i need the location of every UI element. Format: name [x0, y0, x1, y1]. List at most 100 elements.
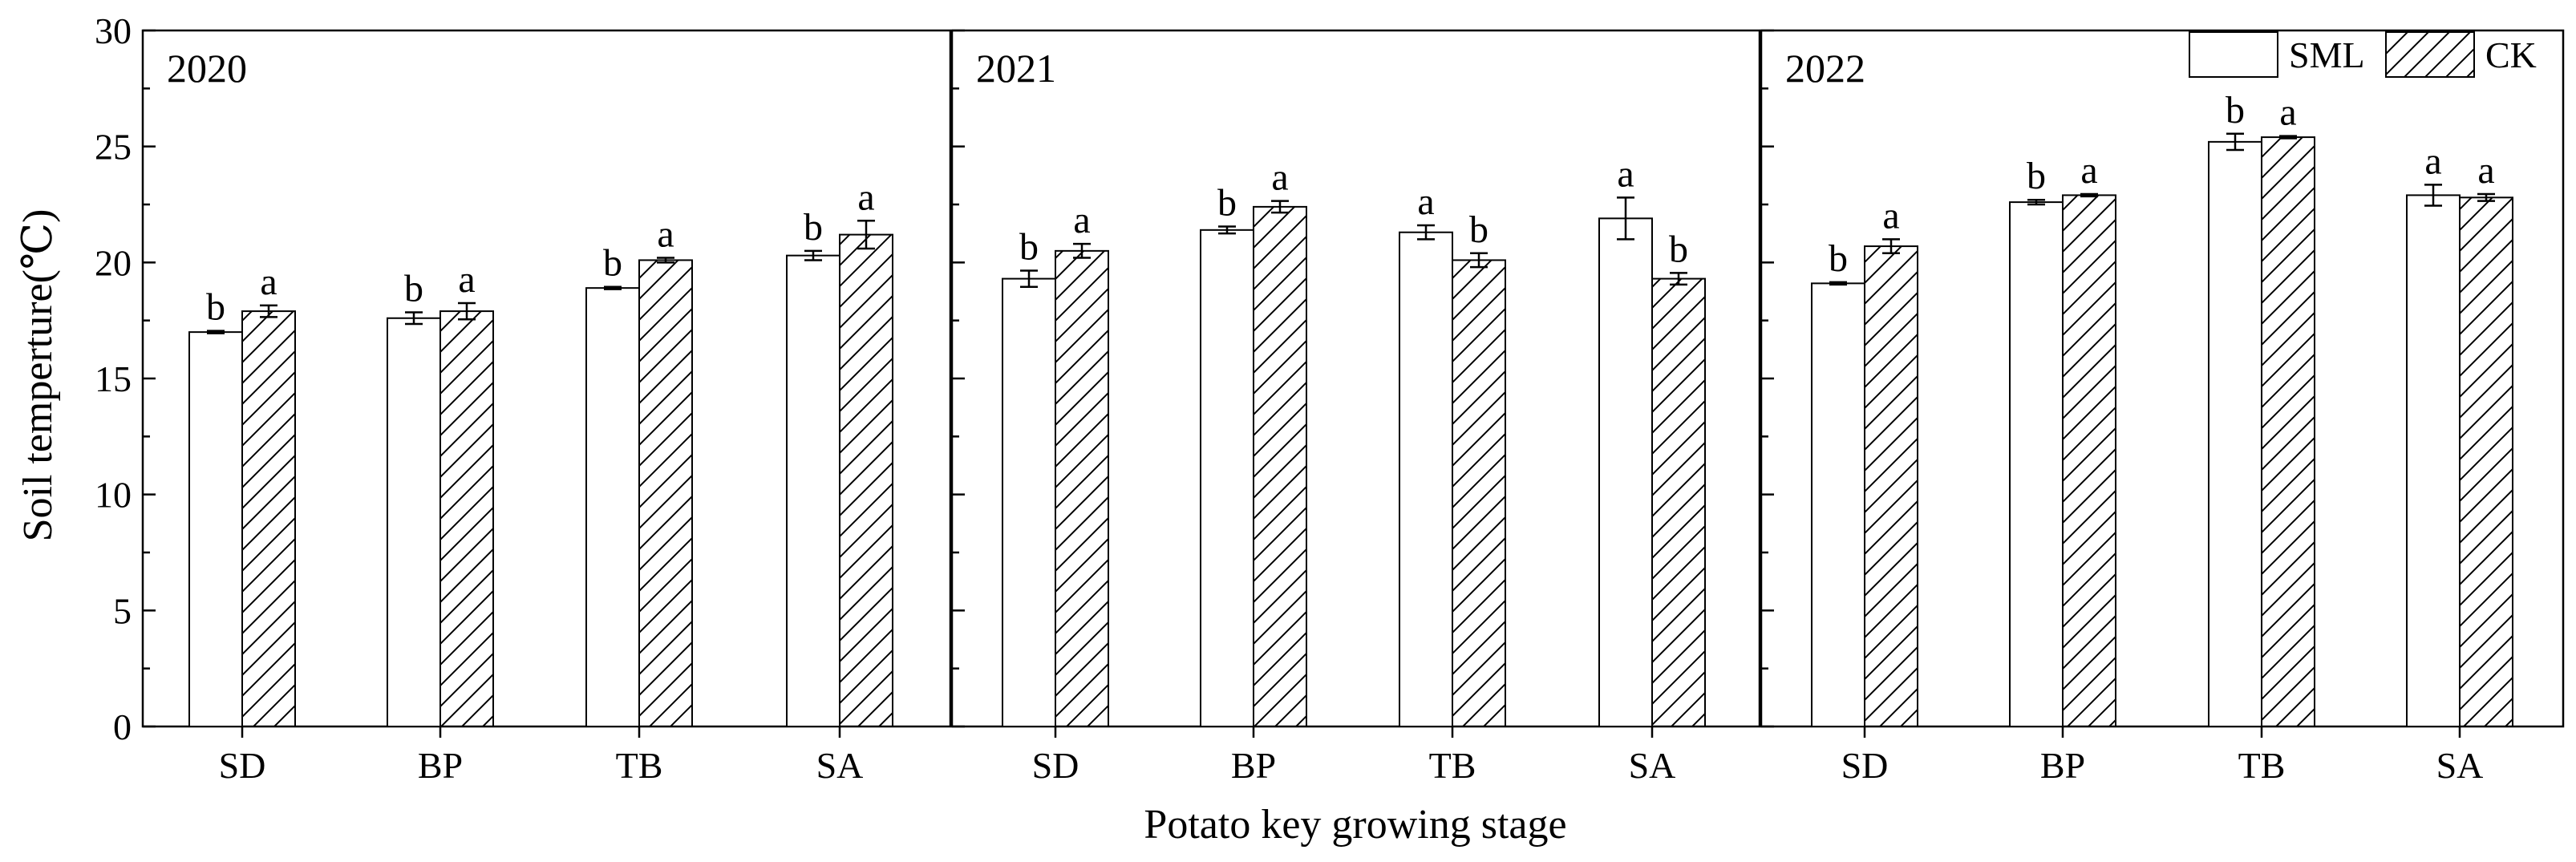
bar-CK-2022-SD — [1864, 245, 1918, 727]
bar-SML-2020-BP — [387, 317, 441, 727]
error-bar — [2226, 132, 2244, 152]
significance-letter: b — [404, 268, 423, 310]
error-bar — [1020, 269, 1038, 288]
significance-letter: a — [260, 261, 277, 303]
bar-SML-2020-SA — [786, 254, 840, 727]
bar-SML-2020-TB — [585, 287, 640, 728]
bar-CK-2021-BP — [1253, 205, 1307, 728]
significance-letter: a — [1882, 194, 1899, 237]
significance-letter: b — [1019, 225, 1039, 268]
bar-CK-2022-TB — [2261, 136, 2315, 728]
error-bar — [1073, 242, 1091, 259]
legend-label-CK: CK — [2485, 34, 2537, 75]
x-tick-label-SD: SD — [219, 745, 266, 786]
bar-SML-2022-SA — [2406, 194, 2461, 727]
bar-CK-2022-BP — [2062, 194, 2116, 727]
significance-letter: b — [206, 286, 225, 329]
bar-CK-2022-SA — [2459, 196, 2513, 727]
bar-SML-2021-SD — [1002, 277, 1056, 727]
significance-letter: a — [657, 213, 674, 256]
bar-CK-2020-SA — [839, 233, 893, 727]
panel-title: 2020 — [167, 46, 247, 91]
significance-letter: a — [2080, 149, 2097, 192]
x-tick-label-BP: BP — [1231, 745, 1276, 786]
x-tick-label-SA: SA — [2436, 745, 2484, 786]
x-tick-label-BP: BP — [418, 745, 463, 786]
x-tick-label-TB: TB — [1429, 745, 1476, 786]
x-tick-label-SD: SD — [1841, 745, 1889, 786]
error-bar — [458, 301, 476, 321]
bar-SML-2022-TB — [2208, 140, 2262, 727]
bar-SML-2022-BP — [2009, 201, 2064, 727]
error-bar — [2477, 192, 2495, 202]
error-bar — [1670, 272, 1687, 286]
error-bar — [1417, 224, 1435, 241]
error-bar — [260, 304, 277, 318]
y-tick-label: 20 — [95, 242, 132, 283]
y-tick-label: 10 — [95, 475, 132, 516]
panel-title: 2021 — [976, 46, 1056, 91]
x-axis-label: Potato key growing stage — [1144, 802, 1566, 848]
bar-SML-2022-SD — [1811, 282, 1865, 727]
bar-CK-2020-TB — [638, 259, 693, 727]
y-tick-label: 5 — [113, 590, 132, 631]
bar-SML-2021-BP — [1200, 229, 1254, 727]
error-bar — [857, 220, 875, 250]
bar-CK-2021-TB — [1452, 259, 1506, 727]
error-bar — [1617, 196, 1634, 241]
error-bar — [1470, 252, 1488, 269]
significance-letter: a — [2279, 91, 2296, 134]
bar-CK-2020-BP — [439, 310, 494, 727]
error-bar — [2424, 184, 2442, 207]
error-bar — [1829, 281, 1847, 286]
legend: SML CK — [2189, 31, 2537, 78]
error-bar — [207, 330, 225, 334]
panel-title: 2022 — [1785, 46, 1865, 91]
x-tick-label-SA: SA — [816, 745, 864, 786]
significance-letter: b — [1469, 208, 1488, 251]
bar-CK-2021-SA — [1651, 277, 1706, 727]
error-bar — [2279, 135, 2297, 140]
significance-letter: b — [804, 206, 823, 249]
significance-letter: a — [458, 258, 475, 301]
significance-letter: a — [1617, 152, 1634, 195]
y-tick-label: 25 — [95, 127, 132, 168]
x-tick-label-BP: BP — [2040, 745, 2085, 786]
significance-letter: b — [603, 242, 622, 285]
legend-swatch-CK — [2385, 31, 2475, 78]
significance-letter: b — [1669, 228, 1688, 270]
significance-letter: a — [2424, 140, 2441, 182]
significance-letter: a — [1417, 180, 1434, 223]
bar-CK-2020-SD — [241, 310, 296, 727]
significance-letter: b — [1829, 237, 1848, 280]
y-tick-label: 30 — [95, 10, 132, 51]
x-tick-label-SA: SA — [1629, 745, 1676, 786]
error-bar — [804, 249, 822, 261]
x-tick-label-SD: SD — [1032, 745, 1079, 786]
y-axis-label: Soil temperture(℃) — [15, 209, 61, 542]
bar-SML-2020-SD — [188, 331, 243, 727]
significance-letter: b — [1217, 181, 1237, 224]
significance-letter: a — [857, 176, 874, 218]
legend-label-SML: SML — [2289, 34, 2365, 75]
x-tick-label-TB: TB — [616, 745, 663, 786]
significance-letter: a — [1271, 156, 1288, 199]
error-bar — [1882, 238, 1900, 255]
error-bar — [405, 311, 423, 326]
error-bar — [657, 257, 674, 264]
error-bar — [1271, 200, 1289, 214]
error-bar — [1218, 225, 1236, 235]
y-tick-label: 0 — [113, 706, 132, 747]
significance-letter: a — [1073, 199, 1090, 241]
significance-letter: a — [2477, 149, 2494, 192]
bar-SML-2021-SA — [1598, 217, 1653, 727]
error-bar — [2027, 198, 2045, 206]
x-tick-label-TB: TB — [2238, 745, 2286, 786]
error-bar — [2080, 192, 2098, 198]
legend-swatch-SML — [2189, 31, 2278, 78]
bar-CK-2021-SD — [1055, 249, 1109, 728]
